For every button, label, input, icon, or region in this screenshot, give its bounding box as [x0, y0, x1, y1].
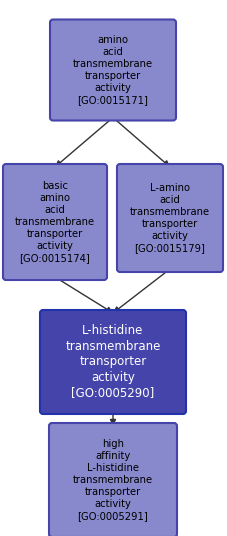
Text: high
affinity
L-histidine
transmembrane
transporter
activity
[GO:0005291]: high affinity L-histidine transmembrane …: [73, 439, 153, 521]
Text: L-amino
acid
transmembrane
transporter
activity
[GO:0015179]: L-amino acid transmembrane transporter a…: [130, 183, 210, 253]
FancyBboxPatch shape: [49, 423, 177, 536]
Text: basic
amino
acid
transmembrane
transporter
activity
[GO:0015174]: basic amino acid transmembrane transport…: [15, 181, 95, 263]
FancyBboxPatch shape: [3, 164, 107, 280]
Text: L-histidine
transmembrane
transporter
activity
[GO:0005290]: L-histidine transmembrane transporter ac…: [65, 324, 161, 399]
FancyBboxPatch shape: [40, 310, 186, 414]
FancyBboxPatch shape: [117, 164, 223, 272]
FancyBboxPatch shape: [50, 19, 176, 121]
Text: amino
acid
transmembrane
transporter
activity
[GO:0015171]: amino acid transmembrane transporter act…: [73, 35, 153, 105]
